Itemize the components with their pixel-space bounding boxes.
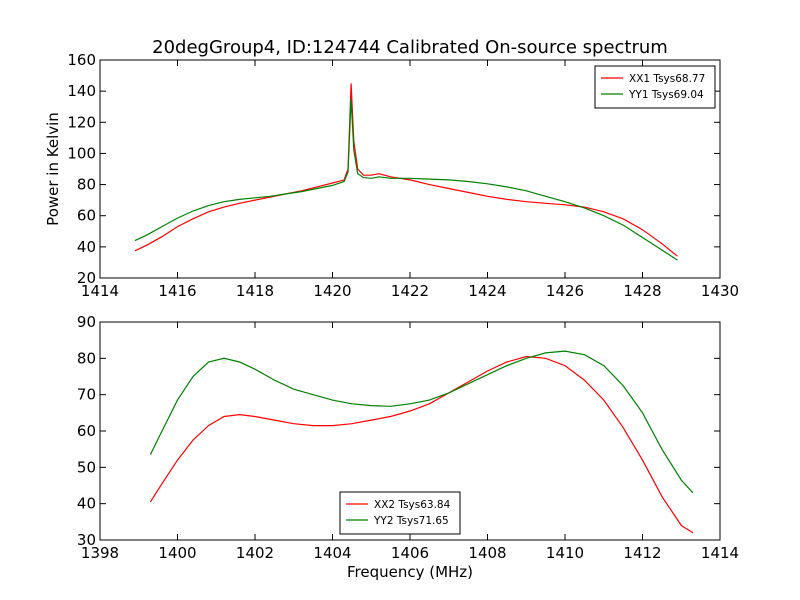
x-tick-label: 1420 xyxy=(313,282,351,300)
top-spectrum-plot: 1414 1416 1418 1420 1422 1424 1426 1428 1430 20 40… xyxy=(44,51,739,300)
y-tick-label: 80 xyxy=(77,176,96,194)
y-tick-label: 70 xyxy=(77,386,96,404)
y-tick-label: 60 xyxy=(77,422,96,440)
x-tick-label: 1408 xyxy=(468,544,506,562)
x-tick-label: 1402 xyxy=(236,544,274,562)
legend: XX1 Tsys68.77 YY1 Tsys69.04 xyxy=(594,65,716,109)
x-tick-label: 1410 xyxy=(546,544,584,562)
x-tick-label: 1426 xyxy=(546,282,584,300)
x-tick-label: 1398 xyxy=(81,544,119,562)
x-tick-label: 1400 xyxy=(158,544,196,562)
series-line-1-1 xyxy=(134,83,678,257)
legend-box xyxy=(594,65,716,109)
y-tick-label: 50 xyxy=(77,458,96,476)
series-line-2-2 xyxy=(149,350,694,494)
y-tick-label: 80 xyxy=(77,349,96,367)
x-tick-label: 1404 xyxy=(313,544,351,562)
y-tick-label: 100 xyxy=(67,144,96,162)
y-tick-label: 120 xyxy=(67,113,96,131)
y-axis-label: Power in Kelvin xyxy=(44,112,62,226)
legend-label: YY1 Tsys69.04 xyxy=(628,89,704,101)
legend-label: YY2 Tsys71.65 xyxy=(373,515,449,527)
x-tick-label: 1422 xyxy=(391,282,429,300)
y-tick-label: 160 xyxy=(67,51,96,69)
y-tick-label: 30 xyxy=(77,531,96,549)
legend: XX2 Tsys63.84 YY2 Tsys71.65 xyxy=(339,491,461,535)
x-tick-label: 1414 xyxy=(81,282,119,300)
y-tick-label: 40 xyxy=(77,238,96,256)
series-line-2-1 xyxy=(149,355,694,534)
x-axis-label: Frequency (MHz) xyxy=(347,563,473,581)
x-tick-label: 1412 xyxy=(623,544,661,562)
y-tick-label: 40 xyxy=(77,495,96,513)
bottom-spectrum-plot: 1398 1400 1402 1404 1406 1408 1410 1412 1414 30 40… xyxy=(77,313,739,581)
y-tick-label: 60 xyxy=(77,207,96,225)
y-tick-label: 90 xyxy=(77,313,96,331)
series-line-1-2 xyxy=(134,98,678,261)
legend-label: XX2 Tsys63.84 xyxy=(374,499,451,511)
x-tick-label: 1414 xyxy=(701,544,739,562)
figure-title: 20degGroup4, ID:124744 Calibrated On-sou… xyxy=(152,37,668,58)
x-tick-label: 1424 xyxy=(468,282,506,300)
x-tick-label: 1428 xyxy=(623,282,661,300)
y-tick-label: 140 xyxy=(67,82,96,100)
legend-label: XX1 Tsys68.77 xyxy=(629,73,705,85)
x-tick-label: 1430 xyxy=(701,282,739,300)
x-tick-label: 1418 xyxy=(236,282,274,300)
x-tick-label: 1416 xyxy=(158,282,196,300)
y-tick-label: 20 xyxy=(77,269,96,287)
legend-box xyxy=(339,491,461,535)
x-tick-label: 1406 xyxy=(391,544,429,562)
